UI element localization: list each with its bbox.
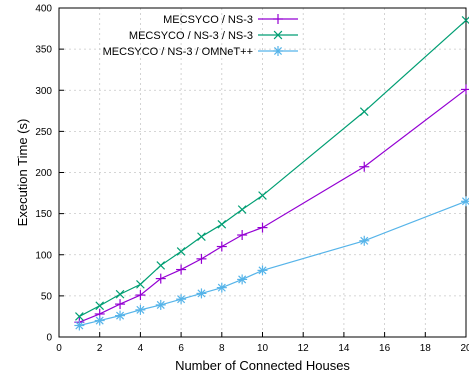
- x-tick-label: 18: [420, 343, 432, 354]
- series-line: [79, 200, 467, 327]
- y-tick-label: 100: [35, 250, 52, 261]
- data-point: [135, 290, 146, 301]
- data-point: [95, 301, 105, 311]
- data-point: [176, 294, 187, 305]
- x-tick-label: 20: [460, 343, 469, 354]
- y-tick-label: 300: [35, 86, 52, 97]
- y-tick-label: 0: [46, 333, 52, 344]
- x-tick-label: 2: [97, 343, 103, 354]
- data-point: [155, 273, 166, 284]
- data-point: [237, 230, 248, 241]
- data-point: [196, 253, 207, 264]
- y-tick-label: 200: [35, 168, 52, 179]
- data-point: [176, 247, 186, 256]
- data-point: [197, 232, 206, 241]
- data-point: [135, 304, 146, 315]
- data-point: [176, 264, 187, 275]
- data-point: [237, 205, 247, 214]
- y-tick-label: 50: [41, 291, 53, 302]
- data-point: [257, 265, 268, 276]
- legend-item: MECSYCO / NS-3 / NS-3: [129, 30, 298, 42]
- legend-item: MECSYCO / NS-3 / OMNeT++: [103, 46, 298, 58]
- x-tick-label: 10: [257, 343, 269, 354]
- x-tick-label: 12: [298, 343, 310, 354]
- data-point: [115, 310, 126, 321]
- data-point: [461, 84, 469, 95]
- x-tick-label: 0: [56, 343, 62, 354]
- data-point: [461, 196, 469, 207]
- data-point: [359, 235, 370, 246]
- axis-ticks: 0 2 4 6 8 10 12 14 16 18 2005010015020025030035040…: [35, 4, 469, 355]
- legend-item: MECSYCO / NS-3: [163, 14, 298, 26]
- x-tick-label: 16: [379, 343, 391, 354]
- data-point: [273, 46, 283, 56]
- data-point: [94, 315, 105, 326]
- data-point: [273, 30, 283, 40]
- data-point: [136, 280, 145, 289]
- series-1: [74, 84, 469, 328]
- x-tick-label: 6: [178, 343, 184, 354]
- series-2: [75, 16, 469, 321]
- x-tick-label: 14: [338, 343, 350, 354]
- y-tick-label: 350: [35, 45, 52, 56]
- data-point: [257, 222, 268, 233]
- data-point: [74, 320, 85, 331]
- data-point: [155, 299, 166, 310]
- y-tick-label: 400: [35, 4, 52, 15]
- data-point: [115, 289, 125, 299]
- series-line: [79, 19, 467, 317]
- legend-label: MECSYCO / NS-3 / OMNeT++: [103, 46, 253, 58]
- series-line: [79, 88, 467, 323]
- x-tick-label: 8: [219, 343, 225, 354]
- x-tick-label: 4: [138, 343, 144, 354]
- data-point: [216, 241, 227, 252]
- legend: MECSYCO / NS-3 MECSYCO / NS-3 / NS-3 MECSY…: [103, 14, 298, 58]
- y-tick-label: 150: [35, 209, 52, 220]
- data-point: [258, 191, 267, 200]
- series-3: [74, 196, 469, 331]
- data-point: [237, 274, 248, 285]
- legend-label: MECSYCO / NS-3 / NS-3: [129, 30, 253, 42]
- data-point: [359, 161, 370, 172]
- series-group: [74, 16, 469, 331]
- x-axis-label: Number of Connected Houses: [175, 358, 350, 373]
- data-point: [75, 312, 84, 321]
- data-point: [359, 107, 369, 116]
- data-point: [273, 14, 283, 24]
- y-axis-label: Execution Time (s): [15, 119, 30, 227]
- data-point: [216, 282, 227, 293]
- data-point: [115, 299, 126, 310]
- y-tick-label: 250: [35, 127, 52, 138]
- data-point: [217, 219, 227, 229]
- legend-label: MECSYCO / NS-3: [163, 14, 253, 26]
- data-point: [196, 288, 207, 299]
- data-point: [156, 261, 166, 270]
